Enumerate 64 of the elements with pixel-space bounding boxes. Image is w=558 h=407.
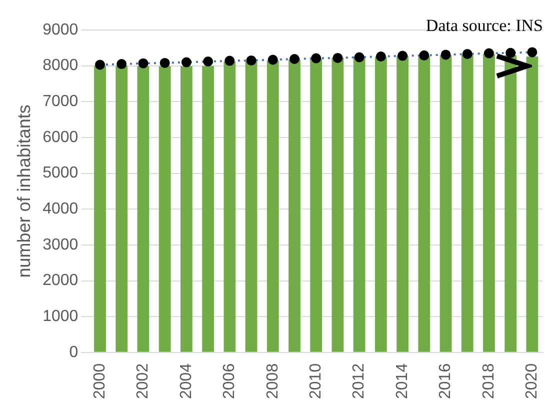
point (398, 50, 408, 61)
y-tick-label: 6000 (42, 128, 78, 146)
point (95, 60, 105, 70)
x-tick-label: 2006 (221, 363, 238, 399)
x-tick-label: 2018 (480, 363, 498, 399)
bar (137, 66, 150, 352)
point (116, 59, 127, 70)
point (224, 56, 235, 66)
point (311, 53, 322, 64)
bar (418, 56, 430, 352)
bar (526, 56, 538, 352)
y-tick-label: 3000 (42, 236, 78, 254)
x-tick-label: 2016 (437, 363, 454, 399)
bar (483, 54, 495, 352)
annotation: Data source: INS (426, 16, 543, 35)
x-tick-label: 2014 (394, 363, 411, 399)
y-axis-title: number of inhabitants (14, 104, 34, 278)
x-tick-label: 2010 (308, 363, 325, 399)
point (203, 56, 214, 67)
bar (332, 58, 344, 352)
y-tick-label: 1000 (42, 308, 78, 325)
x-tick-label: 2020 (524, 363, 541, 399)
point (462, 49, 472, 59)
bar (180, 66, 192, 352)
bar (288, 60, 300, 352)
point (527, 47, 538, 58)
point (506, 48, 516, 58)
y-tick-label: 0 (69, 344, 78, 361)
bar (266, 60, 279, 352)
y-tick-label: 9000 (42, 21, 78, 38)
point (181, 57, 192, 68)
bar (461, 54, 474, 352)
bar (353, 56, 366, 352)
x-tick-label: 2004 (178, 363, 195, 399)
bar (116, 66, 128, 352)
bar (374, 56, 387, 352)
point (440, 50, 451, 60)
bar (440, 55, 452, 352)
bar (158, 66, 171, 352)
bar (224, 62, 236, 352)
y-tick-label: 7000 (42, 93, 78, 110)
point (332, 52, 343, 63)
x-tick-label: 2008 (264, 363, 282, 399)
y-tick-label: 5000 (42, 164, 78, 182)
point (289, 54, 300, 64)
x-tick-label: 2000 (91, 363, 108, 399)
bar (310, 58, 322, 352)
point (376, 52, 386, 62)
bar (396, 56, 408, 352)
bar (245, 61, 258, 352)
point (160, 58, 170, 68)
bar (94, 66, 106, 352)
x-tick-label: 2002 (134, 363, 152, 399)
y-tick-label: 8000 (42, 57, 78, 74)
x-tick-label: 2012 (350, 363, 368, 399)
bar (202, 66, 214, 352)
y-tick-label: 2000 (42, 272, 78, 290)
point (268, 54, 278, 65)
y-tick-label: 4000 (42, 200, 78, 218)
point (419, 50, 430, 60)
point (138, 58, 148, 68)
point (354, 52, 364, 62)
point (484, 48, 494, 58)
point (246, 55, 256, 66)
